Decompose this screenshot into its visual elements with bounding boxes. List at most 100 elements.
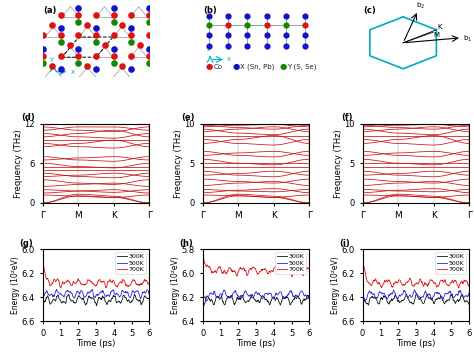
300K — [104, 301, 109, 306]
Point — [83, 63, 91, 69]
300K — [264, 297, 269, 301]
Point — [74, 19, 82, 24]
Text: x: x — [227, 56, 231, 62]
Point — [128, 67, 135, 72]
Point — [110, 46, 118, 52]
Point — [92, 53, 100, 59]
500K — [103, 294, 109, 299]
Point — [57, 12, 64, 18]
Point — [244, 32, 251, 38]
Line: 300K: 300K — [363, 294, 469, 305]
500K — [146, 293, 152, 297]
Text: ●: ● — [232, 62, 240, 71]
700K — [200, 248, 205, 252]
700K — [104, 285, 109, 289]
500K — [457, 290, 463, 294]
Point — [74, 12, 82, 18]
300K — [146, 296, 152, 300]
Text: ●: ● — [279, 62, 287, 71]
500K — [138, 297, 144, 301]
Legend: 300K, 500K, 700K: 300K, 500K, 700K — [275, 252, 306, 274]
Point — [244, 13, 251, 18]
500K — [360, 298, 365, 303]
300K — [306, 297, 312, 301]
Text: M: M — [433, 32, 439, 38]
Point — [128, 53, 135, 59]
300K — [457, 298, 463, 302]
Point — [57, 67, 64, 72]
300K — [130, 297, 136, 301]
500K — [137, 294, 143, 298]
Text: X (Sn, Pb): X (Sn, Pb) — [240, 64, 274, 70]
500K — [423, 291, 429, 295]
Point — [92, 67, 100, 72]
500K — [425, 292, 431, 296]
Point — [301, 32, 309, 38]
700K — [423, 282, 428, 287]
300K — [201, 304, 206, 308]
700K — [263, 268, 269, 273]
700K — [360, 259, 365, 263]
Point — [74, 53, 82, 59]
Point — [301, 23, 309, 28]
700K — [105, 280, 111, 284]
Text: x: x — [70, 69, 74, 75]
700K — [290, 272, 296, 276]
500K — [54, 287, 59, 292]
Point — [57, 25, 64, 31]
X-axis label: Time (ps): Time (ps) — [76, 339, 116, 348]
700K — [200, 251, 206, 256]
Point — [110, 5, 118, 11]
Point — [57, 32, 64, 38]
Text: (c): (c) — [364, 6, 376, 15]
700K — [58, 286, 64, 290]
Point — [205, 13, 213, 18]
Text: b$_2$: b$_2$ — [416, 1, 425, 11]
Y-axis label: Energy (10²eV): Energy (10²eV) — [331, 256, 340, 314]
Point — [48, 63, 56, 69]
Point — [74, 32, 82, 38]
Y-axis label: Frequency (THz): Frequency (THz) — [334, 129, 343, 198]
Point — [110, 32, 118, 38]
300K — [200, 304, 206, 309]
Legend: 300K, 500K, 700K: 300K, 500K, 700K — [435, 252, 466, 274]
500K — [412, 288, 418, 292]
700K — [103, 286, 109, 290]
300K — [360, 301, 366, 306]
Point — [224, 43, 232, 48]
Line: 500K: 500K — [43, 289, 149, 299]
Point — [74, 5, 82, 11]
Point — [110, 12, 118, 18]
Point — [110, 19, 118, 24]
Line: 700K: 700K — [363, 261, 469, 288]
Point — [48, 22, 56, 28]
500K — [360, 297, 366, 301]
Point — [110, 53, 118, 59]
500K — [105, 293, 111, 297]
500K — [104, 294, 109, 298]
Line: 700K: 700K — [43, 258, 149, 288]
500K — [424, 292, 429, 296]
Point — [301, 43, 309, 48]
300K — [426, 296, 431, 300]
Text: y: y — [50, 56, 54, 62]
Point — [282, 32, 290, 38]
Point — [282, 23, 290, 28]
Point — [263, 13, 270, 18]
700K — [457, 282, 463, 286]
700K — [146, 280, 152, 284]
700K — [360, 261, 366, 265]
Point — [263, 23, 270, 28]
300K — [466, 302, 472, 306]
Point — [57, 39, 64, 45]
Point — [263, 32, 270, 38]
Point — [39, 60, 47, 65]
300K — [424, 294, 429, 299]
Line: 300K: 300K — [43, 294, 149, 306]
500K — [466, 290, 472, 294]
Point — [110, 60, 118, 65]
Point — [145, 53, 153, 59]
Point — [205, 43, 213, 48]
500K — [200, 296, 206, 300]
500K — [291, 295, 296, 299]
